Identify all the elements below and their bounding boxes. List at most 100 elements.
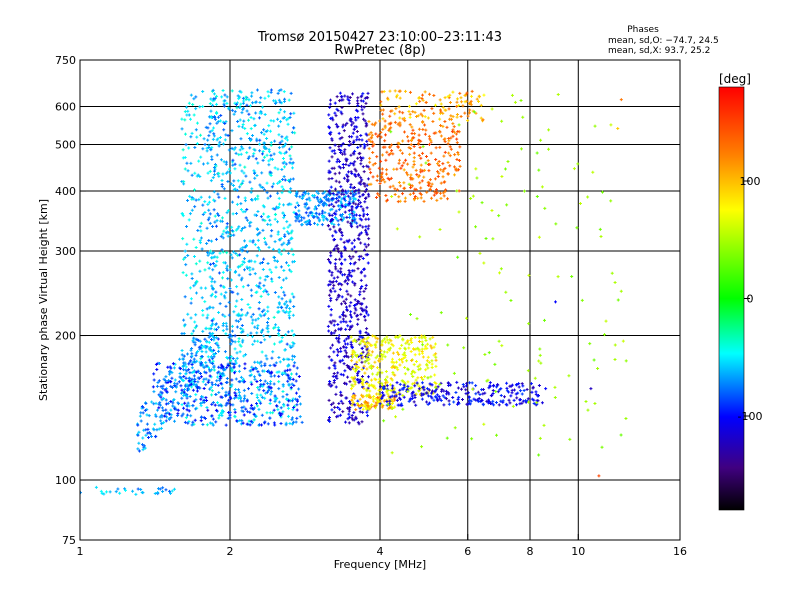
data-point	[108, 490, 112, 494]
data-point	[239, 344, 243, 348]
data-point	[184, 376, 188, 380]
data-point	[266, 317, 270, 321]
data-point	[267, 245, 271, 249]
data-point	[263, 219, 267, 223]
data-point	[221, 236, 225, 240]
data-point	[183, 118, 187, 122]
data-point	[263, 278, 267, 282]
data-point	[243, 245, 247, 249]
data-point	[188, 194, 192, 198]
data-point	[219, 219, 223, 223]
data-point	[283, 369, 287, 373]
data-point	[220, 386, 224, 390]
data-point	[189, 359, 193, 363]
data-point	[157, 406, 161, 410]
data-point	[114, 490, 118, 494]
data-point	[280, 185, 284, 189]
data-point	[204, 125, 208, 129]
data-point	[289, 202, 293, 206]
data-point	[205, 316, 209, 320]
data-point	[99, 489, 103, 493]
data-point	[233, 167, 237, 171]
data-point	[144, 402, 148, 406]
data-point	[192, 382, 196, 386]
data-point	[214, 263, 218, 267]
data-point	[220, 411, 224, 415]
data-point	[220, 179, 224, 183]
data-point	[291, 253, 295, 257]
data-point	[190, 196, 194, 200]
data-point	[288, 344, 292, 348]
data-point	[292, 420, 296, 424]
data-point	[255, 139, 259, 143]
data-point	[209, 355, 213, 359]
data-point	[258, 231, 262, 235]
data-point	[295, 372, 299, 376]
data-point	[225, 356, 229, 360]
data-point	[213, 173, 217, 177]
data-point	[183, 249, 187, 253]
data-point	[186, 169, 190, 173]
data-point	[224, 390, 228, 394]
data-point	[225, 327, 229, 331]
data-point	[248, 266, 252, 270]
data-point	[286, 203, 290, 207]
data-point	[205, 307, 209, 311]
data-point	[235, 285, 239, 289]
data-point	[210, 158, 214, 162]
data-point	[199, 133, 203, 137]
data-point	[221, 89, 225, 93]
data-point	[242, 405, 246, 409]
data-point	[198, 259, 202, 263]
data-point	[249, 315, 253, 319]
data-point	[207, 134, 211, 138]
data-point	[215, 259, 219, 263]
data-point	[282, 404, 286, 408]
data-point	[145, 413, 149, 417]
data-point	[246, 387, 250, 391]
data-point	[283, 165, 286, 169]
data-point	[258, 313, 262, 317]
data-point	[259, 96, 263, 100]
data-point	[170, 371, 174, 375]
data-point	[219, 135, 223, 139]
data-point	[159, 419, 163, 423]
data-point	[239, 326, 243, 330]
data-point	[278, 360, 282, 364]
data-point	[199, 229, 203, 233]
data-point	[263, 112, 267, 116]
data-point	[279, 88, 283, 92]
data-point	[276, 191, 280, 195]
data-point	[185, 113, 189, 117]
data-point	[173, 419, 177, 423]
data-point	[251, 342, 255, 346]
data-point	[290, 247, 294, 251]
data-point	[189, 93, 193, 97]
data-point	[214, 322, 218, 326]
data-point	[171, 401, 175, 405]
data-point	[208, 369, 212, 373]
data-point	[258, 261, 262, 265]
data-point	[283, 110, 287, 114]
data-point	[194, 95, 198, 99]
data-point	[240, 169, 244, 173]
data-point	[192, 374, 196, 378]
data-point	[282, 175, 286, 179]
data-point	[226, 230, 230, 234]
data-point	[277, 356, 281, 360]
data-point	[170, 489, 174, 493]
data-point	[214, 408, 218, 412]
data-point	[292, 333, 296, 337]
data-point	[279, 120, 283, 124]
data-point	[186, 198, 190, 202]
data-point	[212, 166, 216, 170]
data-point	[220, 248, 224, 252]
data-point	[215, 341, 219, 345]
data-point	[209, 179, 213, 183]
data-point	[210, 155, 214, 159]
data-point	[230, 378, 234, 382]
data-point	[209, 385, 213, 389]
data-point	[268, 194, 272, 198]
data-point	[291, 377, 295, 381]
phases-x-stats: mean, sd,X: 93.7, 25.2	[608, 46, 710, 56]
